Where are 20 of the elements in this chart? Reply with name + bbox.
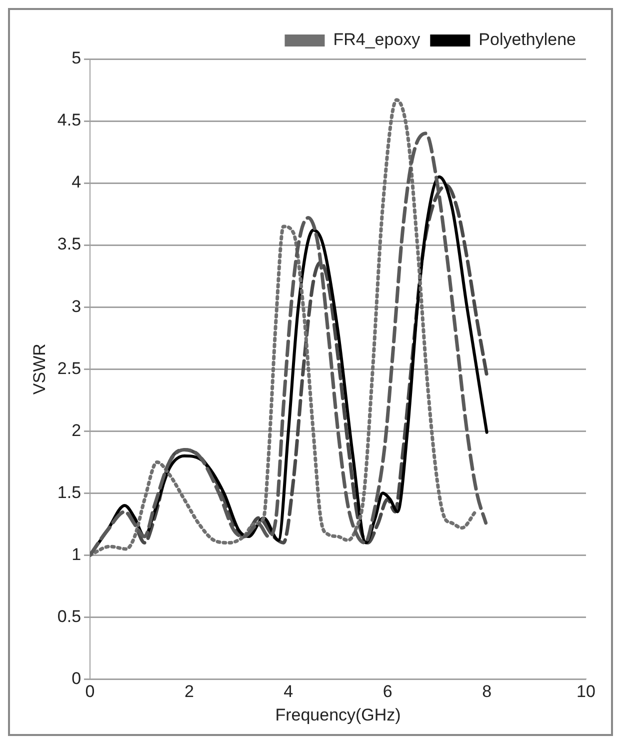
x-tick-label: 6 — [382, 682, 392, 702]
y-tick-label: 0 — [72, 668, 82, 688]
y-tick-label: 1 — [72, 544, 82, 564]
y-tick-label: 2 — [72, 420, 82, 440]
x-tick-label: 8 — [482, 682, 492, 702]
y-tick-label: 3.5 — [57, 234, 82, 254]
x-tick-label: 4 — [284, 682, 294, 702]
y-tick-label: 4.5 — [57, 110, 82, 130]
y-tick-label: 0.5 — [57, 606, 82, 626]
y-tick-label: 3 — [72, 296, 82, 316]
y-tick-label: 4 — [72, 172, 82, 192]
y-tick-label: 2.5 — [57, 358, 82, 378]
legend-label: FR4_epoxy — [333, 30, 421, 50]
x-tick-label: 0 — [85, 682, 95, 702]
y-tick-label: 5 — [72, 48, 82, 68]
y-axis-title: VSWR — [30, 344, 49, 395]
x-tick-label: 10 — [576, 682, 596, 702]
legend-label: Polyethylene — [478, 30, 576, 50]
x-tick-label: 2 — [184, 682, 194, 702]
y-tick-label: 1.5 — [57, 482, 82, 502]
